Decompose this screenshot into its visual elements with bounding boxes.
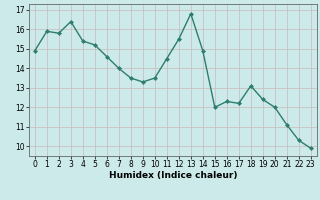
X-axis label: Humidex (Indice chaleur): Humidex (Indice chaleur) <box>108 171 237 180</box>
